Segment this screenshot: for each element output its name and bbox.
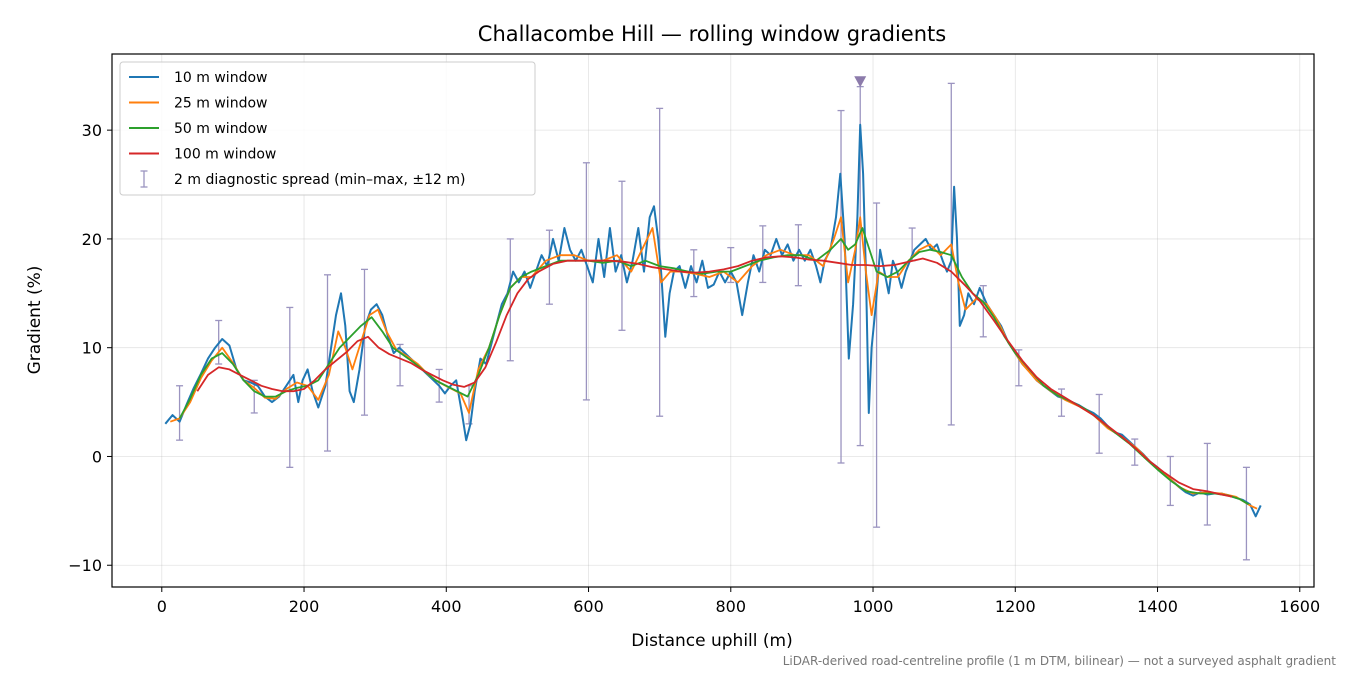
series-lines	[164, 123, 1262, 518]
error-bar	[1203, 442, 1211, 526]
error-bar	[873, 202, 881, 528]
y-axis-label: Gradient (%)	[25, 266, 45, 375]
error-bar	[1058, 388, 1066, 417]
x-tick-label: 0	[157, 597, 167, 616]
error-bar	[545, 229, 553, 305]
plot-area	[164, 76, 1262, 561]
y-tick-label: −10	[68, 556, 102, 575]
error-bar	[360, 268, 368, 416]
series-line-4	[196, 255, 1233, 498]
error-bar	[1242, 466, 1250, 561]
y-tick-label: 10	[82, 339, 102, 358]
error-bar	[837, 109, 845, 464]
x-tick-label: 600	[573, 597, 604, 616]
y-tick-label: 30	[82, 121, 102, 140]
error-bar	[582, 162, 590, 401]
x-axis-label: Distance uphill (m)	[631, 631, 792, 651]
chart-title: Challacombe Hill — rolling window gradie…	[478, 22, 946, 46]
legend-label: 50 m window	[174, 121, 267, 137]
x-tick-label: 1400	[1137, 597, 1178, 616]
footnote: LiDAR-derived road-centreline profile (1…	[783, 654, 1337, 668]
x-tick-label: 1200	[995, 597, 1036, 616]
legend: 10 m window 25 m window 50 m window 100 m w…	[119, 61, 536, 196]
legend-label: 10 m window	[174, 70, 267, 86]
legend-label: 25 m window	[174, 96, 267, 112]
error-bar	[1095, 393, 1103, 454]
x-axis-ticks: 0 200 400 600 800 1000 1200 1400 1600	[157, 587, 1320, 616]
series-line-3	[178, 227, 1250, 506]
x-tick-label: 400	[431, 597, 462, 616]
legend-label: 2 m diagnostic spread (min–max, ±12 m)	[174, 172, 465, 188]
error-bar	[176, 385, 184, 441]
y-axis-ticks: −10 0 10 20 30	[68, 121, 112, 575]
y-tick-label: 20	[82, 230, 102, 249]
error-bar	[506, 238, 514, 362]
error-bar	[324, 274, 332, 452]
x-tick-label: 1600	[1279, 597, 1320, 616]
legend-box	[119, 61, 536, 196]
y-tick-label: 0	[92, 447, 102, 466]
plot-frame	[111, 53, 1315, 588]
x-tick-label: 1000	[853, 597, 894, 616]
error-bar	[1131, 438, 1139, 466]
x-tick-label: 800	[716, 597, 747, 616]
peak-marker-group	[854, 76, 867, 88]
legend-label: 100 m window	[174, 147, 276, 163]
legend-swatch-errorbar	[140, 170, 148, 188]
peak-marker	[854, 76, 867, 88]
x-tick-label: 200	[289, 597, 320, 616]
